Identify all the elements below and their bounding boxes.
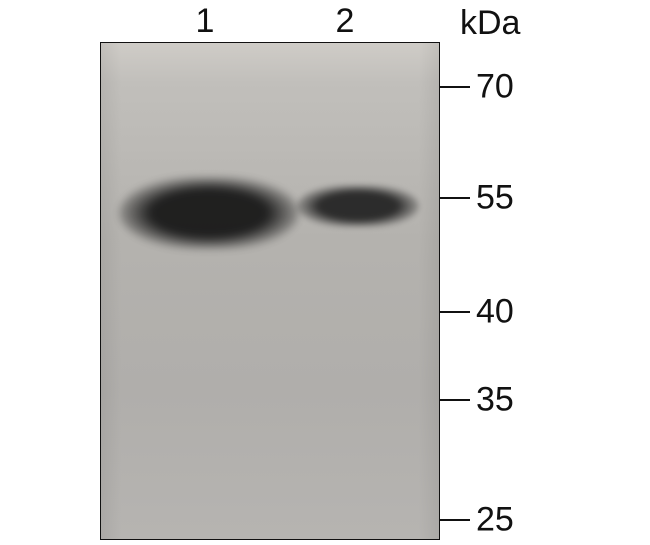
marker-tick-70: [440, 86, 470, 88]
marker-label-70: 70: [476, 68, 514, 107]
band-lane2: [297, 185, 419, 227]
marker-tick-55: [440, 197, 470, 199]
lane-label-1: 1: [196, 2, 215, 41]
marker-label-25: 25: [476, 501, 514, 540]
marker-tick-35: [440, 399, 470, 401]
marker-label-35: 35: [476, 381, 514, 420]
unit-label: kDa: [460, 4, 520, 43]
blot-membrane: [100, 42, 440, 540]
marker-tick-25: [440, 519, 470, 521]
marker-label-40: 40: [476, 293, 514, 332]
marker-label-55: 55: [476, 179, 514, 218]
marker-tick-40: [440, 311, 470, 313]
band-lane1: [119, 177, 299, 249]
blot-background: [101, 43, 439, 539]
blot-figure: 1 2 kDa 70 55 40 35 25: [0, 0, 650, 545]
lane-label-2: 2: [336, 2, 355, 41]
